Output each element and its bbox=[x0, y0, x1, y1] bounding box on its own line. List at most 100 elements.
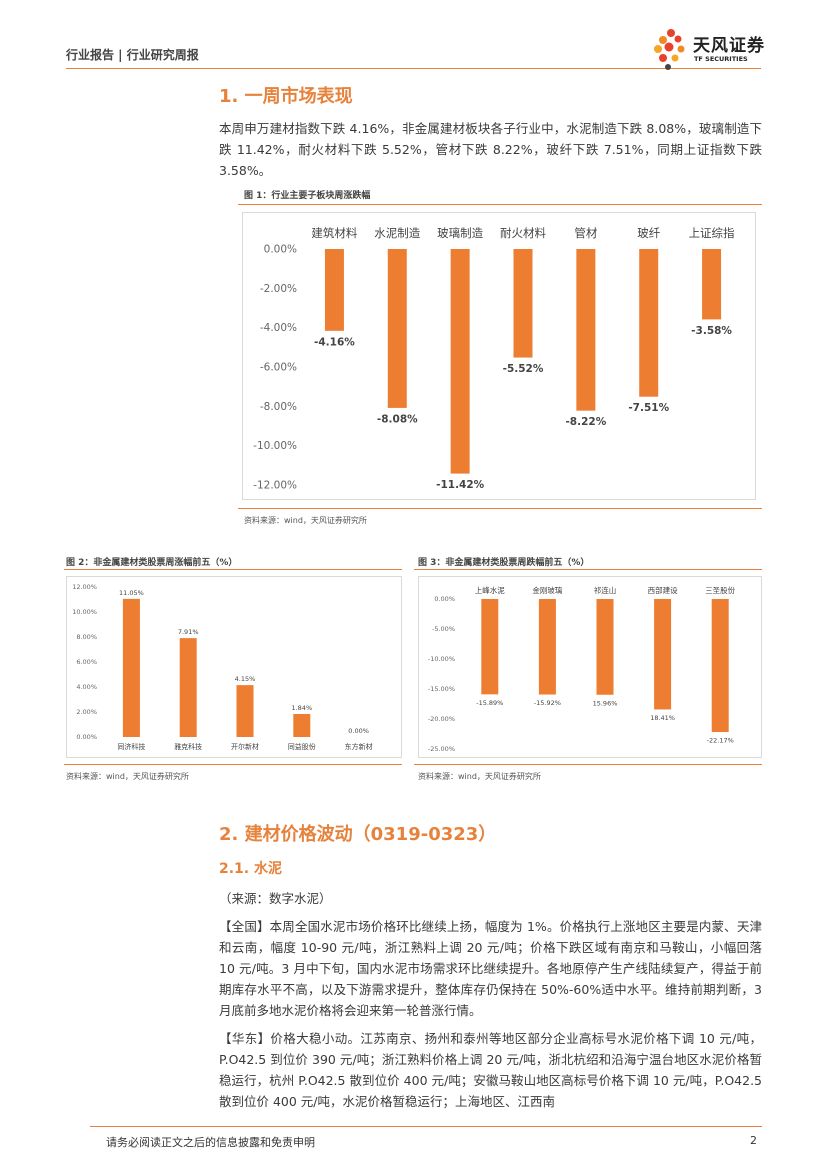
y-tick-label: -2.00% bbox=[260, 283, 297, 295]
section1-paragraph: 本周申万建材指数下跌 4.16%，非金属建材板块各子行业中，水泥制造下跌 8.0… bbox=[219, 121, 762, 178]
category-label: 金刚玻璃 bbox=[532, 585, 562, 595]
y-tick-label: -5.00% bbox=[432, 625, 455, 633]
category-label: 东方新材 bbox=[345, 742, 373, 751]
data-label: 0.00% bbox=[348, 727, 369, 735]
y-tick-label: -8.00% bbox=[260, 401, 297, 413]
y-tick-label: -15.00% bbox=[428, 685, 455, 693]
y-tick-label: 0.00% bbox=[264, 244, 297, 256]
data-label: -4.16% bbox=[314, 336, 355, 348]
bar bbox=[387, 249, 407, 408]
category-label: 三圣股份 bbox=[705, 585, 735, 595]
footer-disclaimer: 请务必阅读正文之后的信息披露和免责申明 bbox=[106, 1136, 315, 1149]
category-label: 玻璃制造 bbox=[437, 226, 483, 240]
category-label: 西部建设 bbox=[648, 585, 678, 595]
bar bbox=[293, 714, 311, 737]
bar bbox=[236, 685, 254, 737]
bar bbox=[179, 638, 197, 737]
figure2-source: 资料来源：wind，天风证券研究所 bbox=[66, 772, 189, 781]
figure1-title: 图 1：行业主要子板块周涨跌幅 bbox=[244, 191, 371, 201]
category-label: 上峰水泥 bbox=[475, 585, 505, 595]
cement-source-note: （来源：数字水泥） bbox=[219, 891, 332, 906]
header-divider bbox=[66, 68, 761, 69]
category-label: 耐火材料 bbox=[500, 226, 546, 240]
category-label: 上证综指 bbox=[689, 226, 735, 240]
data-label: -7.51% bbox=[628, 402, 669, 414]
figure1-panel: 0.00% -2.00% -4.00% -6.00% -8.00% -10.00% -12.… bbox=[242, 212, 756, 500]
cement-national-paragraph: 【全国】本周全国水泥市场价格环比继续上扬，幅度为 1%。价格执行上涨地区主要是内… bbox=[219, 919, 762, 1018]
figure1-top-rule bbox=[238, 204, 762, 205]
figure2-top-rule bbox=[64, 569, 402, 570]
data-label: -5.52% bbox=[503, 363, 544, 375]
y-tick-label: 0.00% bbox=[76, 733, 97, 741]
figure3-top-rule bbox=[414, 569, 762, 570]
bar bbox=[596, 599, 614, 695]
figure3-source: 资料来源：wind，天风证券研究所 bbox=[418, 772, 541, 781]
y-tick-label: -12.00% bbox=[253, 480, 297, 492]
bar bbox=[711, 599, 729, 733]
y-tick-label: -10.00% bbox=[253, 440, 297, 452]
data-label: 1.84% bbox=[291, 704, 312, 712]
y-tick-label: -10.00% bbox=[428, 655, 455, 663]
logo-mark-icon bbox=[654, 29, 685, 70]
figure1-bottom-rule bbox=[238, 508, 762, 509]
data-label: -15.89% bbox=[476, 699, 503, 707]
data-label: -15.92% bbox=[534, 699, 561, 707]
figure2-chart: 12.00% 10.00% 8.00% 6.00% 4.00% 2.00% 0.00% 同济科… bbox=[72, 583, 373, 751]
bar bbox=[324, 249, 344, 331]
figure2-bottom-rule bbox=[64, 764, 402, 765]
footer-divider bbox=[90, 1126, 762, 1127]
y-tick-label: 2.00% bbox=[76, 708, 97, 716]
category-label: 开尔新材 bbox=[231, 742, 259, 751]
y-tick-label: -25.00% bbox=[428, 745, 455, 753]
figure2-panel: 12.00% 10.00% 8.00% 6.00% 4.00% 2.00% 0.00% 同济科… bbox=[66, 576, 402, 758]
category-label: 建筑材料 bbox=[311, 226, 357, 240]
y-tick-label: -4.00% bbox=[260, 322, 297, 334]
y-tick-label: 8.00% bbox=[76, 633, 97, 641]
figure3-bottom-rule bbox=[414, 764, 762, 765]
bar bbox=[538, 599, 556, 695]
figure2-title: 图 2：非金属建材类股票周涨幅前五（%） bbox=[66, 558, 238, 568]
data-label: 4.15% bbox=[235, 675, 256, 683]
logo-english-name: TF SECURITIES bbox=[694, 55, 748, 63]
data-label: -22.17% bbox=[707, 737, 734, 745]
cement-east-paragraph: 【华东】价格大稳小动。江苏南京、扬州和泰州等地区部分企业高标号水泥价格下调 10… bbox=[219, 1031, 762, 1109]
category-label: 管材 bbox=[574, 226, 597, 240]
data-label: -8.08% bbox=[377, 413, 418, 425]
data-label: 11.05% bbox=[119, 589, 144, 597]
data-label: 15.96% bbox=[593, 699, 618, 707]
figure3-title: 图 3：非金属建材类股票周跌幅前五（%） bbox=[418, 558, 590, 568]
data-label: -8.22% bbox=[565, 416, 606, 428]
category-label: 雅克科技 bbox=[174, 742, 202, 751]
bar bbox=[702, 249, 722, 320]
data-label: -11.42% bbox=[436, 479, 485, 491]
figure3-panel: 0.00% -5.00% -10.00% -15.00% -20.00% -25.00% 上… bbox=[418, 576, 762, 758]
y-tick-label: 10.00% bbox=[72, 608, 97, 616]
figure1-source: 资料来源：wind，天风证券研究所 bbox=[244, 516, 367, 525]
bar bbox=[513, 249, 533, 358]
page-number: 2 bbox=[750, 1134, 757, 1147]
bar bbox=[481, 599, 499, 695]
bar bbox=[654, 599, 672, 710]
y-tick-label: -20.00% bbox=[428, 715, 455, 723]
logo-chinese-name: 天风证券 bbox=[693, 36, 765, 56]
bar bbox=[639, 249, 659, 397]
category-label: 玻纤 bbox=[637, 226, 660, 240]
data-label: 18.41% bbox=[650, 714, 675, 722]
section2-heading: 2. 建材价格波动（0319-0323） bbox=[219, 824, 497, 845]
y-tick-label: 12.00% bbox=[72, 583, 97, 591]
data-label: -3.58% bbox=[691, 325, 732, 337]
figure3-chart: 0.00% -5.00% -10.00% -15.00% -20.00% -25.00% 上… bbox=[428, 585, 736, 753]
y-tick-label: -6.00% bbox=[260, 362, 297, 374]
category-label: 水泥制造 bbox=[374, 226, 420, 240]
bar bbox=[576, 249, 596, 411]
section1-heading: 1. 一周市场表现 bbox=[219, 86, 353, 107]
section2-1-heading: 2.1. 水泥 bbox=[219, 861, 282, 877]
report-breadcrumb: 行业报告 | 行业研究周报 bbox=[66, 48, 199, 62]
category-label: 祁连山 bbox=[594, 585, 617, 595]
y-tick-label: 6.00% bbox=[76, 658, 97, 666]
data-label: 7.91% bbox=[178, 628, 199, 636]
category-label: 同益股份 bbox=[288, 742, 316, 751]
y-tick-label: 0.00% bbox=[434, 595, 455, 603]
bar bbox=[122, 598, 140, 737]
y-tick-label: 4.00% bbox=[76, 683, 97, 691]
